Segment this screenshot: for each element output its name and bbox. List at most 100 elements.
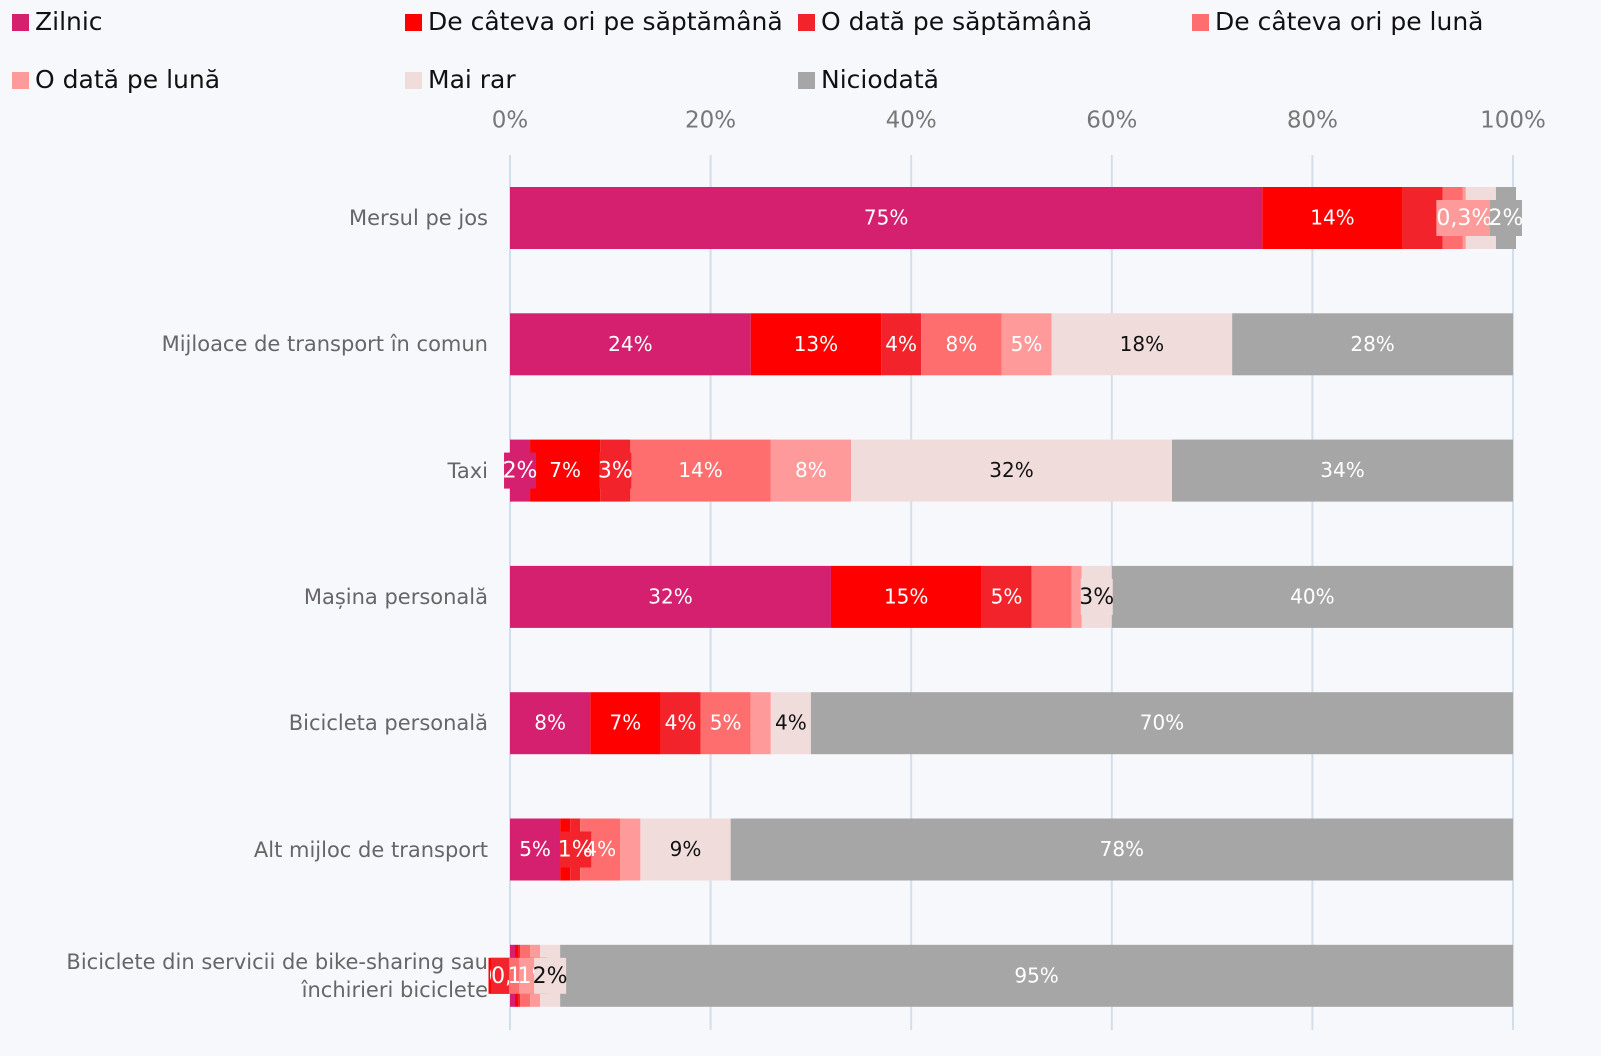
bar-segment	[770, 692, 811, 755]
bar-segment	[730, 818, 1513, 881]
legend-swatch	[798, 72, 815, 89]
category-label: Mersul pe jos	[349, 206, 488, 230]
value-label: 14%	[678, 458, 722, 482]
bar-segment	[630, 439, 771, 502]
legend-label: O dată pe săptămână	[821, 7, 1092, 36]
value-label: 8%	[945, 332, 977, 356]
bar-segment	[981, 565, 1032, 628]
category-label: Mijloace de transport în comun	[161, 332, 488, 357]
value-label: 8%	[795, 458, 827, 482]
legend-swatch	[12, 72, 29, 89]
value-label: 0,3%	[1436, 206, 1492, 231]
value-label: 9%	[670, 837, 702, 861]
bar-segment	[1051, 313, 1233, 376]
category-label: Mașina personală	[303, 584, 488, 609]
value-label: 18%	[1120, 332, 1164, 356]
bar-segment	[660, 692, 701, 755]
legend-swatch	[405, 72, 422, 89]
value-label: 32%	[989, 458, 1033, 482]
category-label-box: Mijloace de transport în comun	[161, 332, 488, 357]
legend-swatch	[1192, 14, 1209, 31]
bar-segment	[510, 818, 561, 881]
legend-label: Niciodată	[821, 65, 939, 94]
category-label: Alt mijloc de transport	[253, 837, 488, 862]
value-label-bg	[1436, 200, 1493, 236]
category-label-box: Taxi	[447, 458, 488, 483]
category-label: Bicicleta personală	[288, 711, 488, 736]
value-label: 7%	[549, 458, 581, 482]
value-label: 34%	[1320, 458, 1364, 482]
value-label: 32%	[648, 584, 692, 608]
bar-segment	[1071, 565, 1082, 628]
value-label: 3%	[598, 459, 633, 484]
value-label: 24%	[608, 332, 652, 356]
value-label: 2%	[1489, 206, 1524, 231]
value-label: 75%	[864, 206, 908, 230]
value-label: 5%	[991, 584, 1023, 608]
value-label: 15%	[884, 584, 928, 608]
value-label: 14%	[1310, 206, 1354, 230]
value-label-bg	[504, 452, 537, 489]
value-label: 1%	[558, 838, 593, 863]
value-label-bg	[1080, 578, 1113, 615]
category-label-box: Mersul pe jos	[349, 206, 488, 230]
value-label: 4%	[775, 711, 807, 735]
legend-label: De câteva ori pe săptămână	[428, 7, 783, 36]
value-label: 4%	[665, 711, 697, 735]
bar-segment	[881, 313, 922, 376]
bar-segment	[750, 692, 771, 755]
bar-segment	[590, 692, 661, 755]
bar-segment	[750, 313, 882, 376]
value-label: 2%	[533, 964, 568, 989]
category-label: Taxi	[447, 458, 488, 483]
bar-segment	[640, 818, 731, 881]
value-label-bg	[534, 957, 567, 994]
legend-label: Zilnic	[35, 7, 103, 36]
legend-label: De câteva ori pe lună	[1215, 7, 1484, 36]
bar-segment	[851, 439, 1172, 502]
x-tick-label: 80%	[1287, 108, 1338, 134]
category-label-box: Alt mijloc de transport	[253, 837, 488, 862]
value-label: 70%	[1140, 711, 1184, 735]
bar-segment	[921, 313, 1002, 376]
legend-swatch	[405, 14, 422, 31]
bar-segment	[810, 692, 1513, 755]
category-label: Biciclete din servicii de bike-sharing s…	[66, 949, 488, 1002]
bar-segment	[530, 439, 601, 502]
value-label: 95%	[1014, 963, 1058, 987]
value-label: 40%	[1290, 584, 1334, 608]
bar-segment	[510, 692, 591, 755]
value-label: 78%	[1100, 837, 1144, 861]
value-label: 5%	[519, 837, 551, 861]
bar-segment	[620, 818, 641, 881]
bar-segment	[700, 692, 751, 755]
x-tick-label: 60%	[1086, 108, 1137, 134]
bar-segment	[770, 439, 852, 502]
value-label-bg	[599, 452, 632, 489]
x-tick-label: 40%	[886, 108, 937, 134]
bar-segment	[1031, 565, 1072, 628]
legend-swatch	[12, 14, 29, 31]
bar-segment	[830, 565, 982, 628]
x-tick-label: 0%	[492, 108, 529, 134]
legend-swatch	[798, 14, 815, 31]
category-label-box: Mașina personală	[303, 584, 488, 609]
value-label-bg	[1489, 200, 1522, 236]
bar-segment	[1402, 187, 1443, 249]
legend-label: Mai rar	[428, 65, 516, 94]
value-label: 7%	[609, 711, 641, 735]
value-label: 5%	[1011, 332, 1043, 356]
value-label: 4%	[584, 837, 616, 861]
bar-segment	[1262, 187, 1403, 249]
value-label: 2%	[503, 459, 538, 484]
legend-label: O dată pe lună	[35, 65, 220, 94]
category-label-box: Biciclete din servicii de bike-sharing s…	[66, 949, 488, 1002]
value-label: 3%	[1079, 585, 1114, 610]
value-label: 28%	[1350, 332, 1394, 356]
bar-segment	[510, 187, 1263, 249]
x-tick-label: 20%	[685, 108, 736, 134]
bar-segment	[1111, 565, 1513, 628]
value-label: 5%	[710, 711, 742, 735]
bar-segment	[510, 565, 831, 628]
